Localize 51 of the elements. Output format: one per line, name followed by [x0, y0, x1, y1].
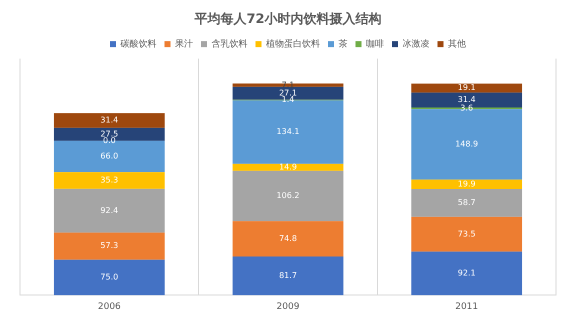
- data-label: 134.1: [276, 127, 300, 136]
- bar: [411, 84, 522, 93]
- chart-title: 平均每人72小时内饮料摄入结构: [193, 11, 382, 28]
- x-tick-label: 2006: [98, 302, 122, 312]
- data-label: 106.2: [276, 191, 300, 200]
- data-label: 73.5: [458, 229, 476, 238]
- bar: [411, 252, 522, 296]
- legend-label: 咖啡: [366, 38, 384, 50]
- legend-label: 含乳饮料: [212, 38, 248, 50]
- data-label: 148.9: [455, 139, 478, 148]
- bar: [411, 189, 522, 217]
- bar: [232, 84, 344, 87]
- legend-label: 其他: [448, 38, 466, 50]
- data-label: 92.1: [458, 268, 476, 278]
- bar: [54, 113, 165, 128]
- data-label: 57.3: [100, 241, 118, 250]
- legend-label: 冰激凌: [402, 38, 430, 50]
- data-label: 1.4: [282, 95, 294, 104]
- bar: [232, 100, 344, 164]
- data-label: 92.4: [100, 206, 118, 215]
- legend-label: 果汁: [175, 38, 193, 50]
- bar: [411, 216, 522, 252]
- data-label: 31.4: [458, 95, 476, 104]
- data-label: 58.7: [458, 198, 476, 208]
- data-label: 27.1: [279, 88, 297, 98]
- data-label: 19.9: [458, 179, 476, 188]
- bar: [232, 221, 344, 257]
- bar: [54, 172, 165, 189]
- data-label: 31.4: [100, 116, 118, 125]
- x-tick-label: 2009: [276, 302, 300, 312]
- data-label: 75.0: [100, 272, 118, 282]
- legend-label: 碳酸饮料: [120, 38, 156, 50]
- legend-label: 茶: [338, 38, 348, 50]
- x-tick-label: 2011: [455, 302, 478, 312]
- legend-label: 植物蛋白饮料: [266, 38, 320, 50]
- bar: [54, 188, 165, 233]
- bar: [411, 180, 522, 190]
- data-label: 74.8: [279, 234, 297, 243]
- data-label: 14.9: [279, 162, 297, 172]
- bar: [54, 232, 165, 260]
- data-label: 81.7: [279, 270, 297, 280]
- data-label: 19.1: [458, 83, 476, 92]
- data-label: 0.0: [102, 136, 116, 146]
- data-label: 35.3: [100, 176, 118, 185]
- bar: [232, 86, 344, 100]
- bar: [232, 164, 344, 171]
- data-label: 66.0: [100, 152, 118, 161]
- bar: [232, 170, 344, 222]
- bar: [54, 260, 165, 296]
- bar: [232, 256, 344, 296]
- bar: [411, 109, 522, 180]
